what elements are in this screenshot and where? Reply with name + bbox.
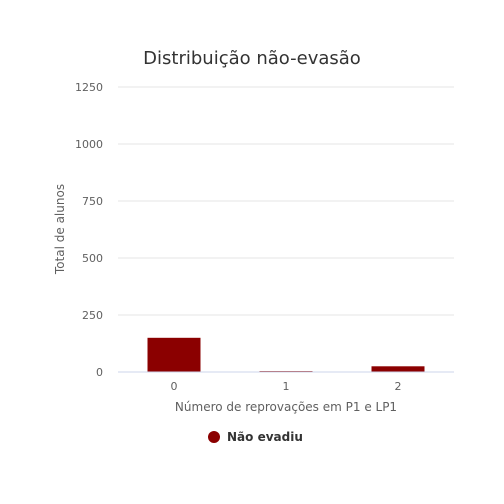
y-tick-label: 750 — [82, 195, 103, 208]
legend-label[interactable]: Não evadiu — [227, 430, 303, 444]
legend[interactable]: Não evadiu — [208, 430, 303, 444]
y-tick-label: 1000 — [75, 138, 103, 151]
x-tick-label: 0 — [171, 380, 178, 393]
y-tick-label: 1250 — [75, 81, 103, 94]
y-axis-title: Total de alunos — [53, 184, 67, 275]
y-tick-label: 250 — [82, 309, 103, 322]
y-tick-label: 500 — [82, 252, 103, 265]
chart-title: Distribuição não-evasão — [143, 48, 361, 69]
gridlines — [118, 86, 454, 316]
y-tick-label: 0 — [96, 366, 103, 379]
x-tick-label: 2 — [395, 380, 402, 393]
y-axis-ticks: 0 250 500 750 1000 1250 — [75, 81, 103, 379]
x-axis-title: Número de reprovações em P1 e LP1 — [175, 400, 397, 414]
x-tick-label: 1 — [283, 380, 290, 393]
bars — [147, 337, 425, 373]
bar-2[interactable] — [371, 366, 425, 372]
bar-0[interactable] — [147, 337, 201, 372]
x-axis-ticks: 0 1 2 — [171, 380, 402, 393]
legend-marker-icon[interactable] — [208, 431, 220, 443]
